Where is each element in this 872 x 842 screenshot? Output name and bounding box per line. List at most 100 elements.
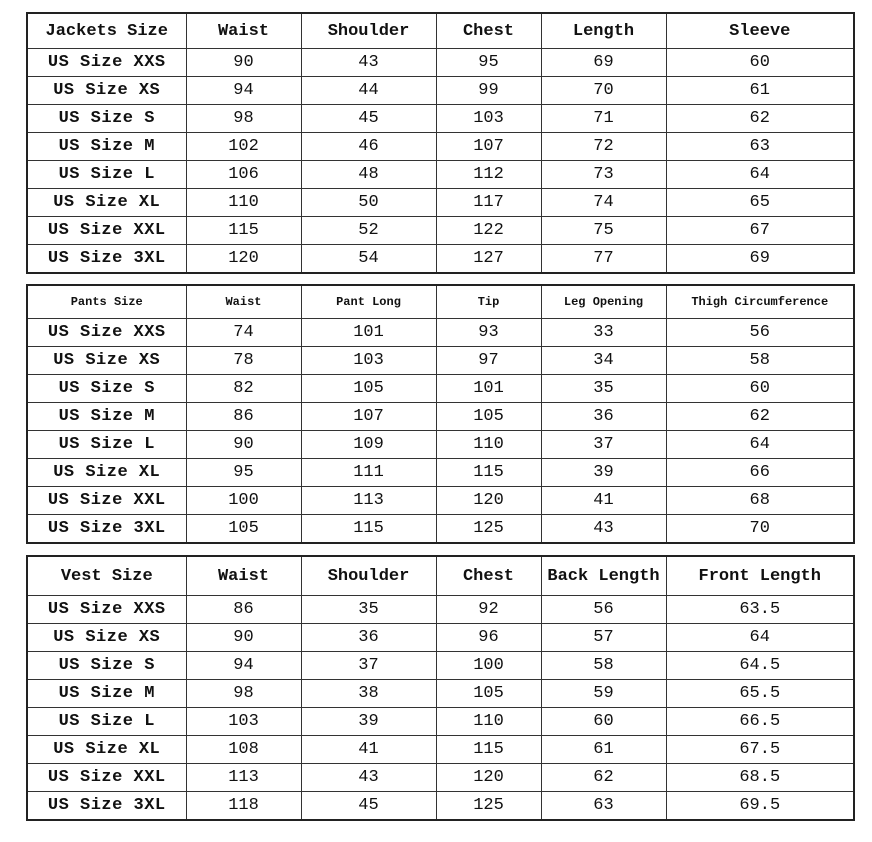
column-header: Front Length: [665, 555, 855, 596]
measurement-cell: 50: [300, 188, 437, 217]
measurement-cell: 45: [300, 104, 437, 133]
size-label-cell: US Size L: [26, 707, 187, 736]
measurement-cell: 110: [435, 430, 542, 459]
size-label-cell: US Size XL: [26, 735, 187, 764]
measurement-cell: 60: [665, 48, 855, 77]
measurement-cell: 101: [300, 318, 437, 347]
table-row: US Size 3XL 120 54 127 77 69: [26, 244, 855, 274]
measurement-cell: 56: [665, 318, 855, 347]
measurement-cell: 36: [300, 623, 437, 652]
measurement-cell: 54: [300, 244, 437, 274]
measurement-cell: 110: [185, 188, 302, 217]
column-header: Length: [540, 12, 667, 49]
measurement-cell: 60: [665, 374, 855, 403]
measurement-cell: 35: [300, 595, 437, 624]
table-row: US Size M 98 38 105 59 65.5: [26, 679, 855, 708]
measurement-cell: 107: [300, 402, 437, 431]
measurement-cell: 68.5: [665, 763, 855, 792]
measurement-cell: 66: [665, 458, 855, 487]
measurement-cell: 46: [300, 132, 437, 161]
size-label-cell: US Size M: [26, 402, 187, 431]
measurement-cell: 64.5: [665, 651, 855, 680]
column-header: Leg Opening: [540, 284, 667, 319]
size-label-cell: US Size XXL: [26, 486, 187, 515]
measurement-cell: 125: [435, 514, 542, 544]
measurement-cell: 117: [435, 188, 542, 217]
measurement-cell: 69: [540, 48, 667, 77]
measurement-cell: 98: [185, 679, 302, 708]
table-row: US Size XXL 113 43 120 62 68.5: [26, 763, 855, 792]
size-label-cell: US Size 3XL: [26, 514, 187, 544]
column-header: Back Length: [540, 555, 667, 596]
measurement-cell: 109: [300, 430, 437, 459]
table-row: US Size L 103 39 110 60 66.5: [26, 707, 855, 736]
measurement-cell: 61: [665, 76, 855, 105]
measurement-cell: 98: [185, 104, 302, 133]
measurement-cell: 59: [540, 679, 667, 708]
measurement-cell: 69: [665, 244, 855, 274]
table-row: US Size M 86 107 105 36 62: [26, 402, 855, 431]
size-label-cell: US Size XXS: [26, 318, 187, 347]
measurement-cell: 41: [300, 735, 437, 764]
pants-size-table: Pants Size Waist Pant Long Tip Leg Opening Th…: [26, 284, 855, 544]
measurement-cell: 52: [300, 216, 437, 245]
measurement-cell: 103: [300, 346, 437, 375]
column-header: Jackets Size: [26, 12, 187, 49]
measurement-cell: 34: [540, 346, 667, 375]
column-header: Vest Size: [26, 555, 187, 596]
size-label-cell: US Size XXL: [26, 216, 187, 245]
measurement-cell: 105: [300, 374, 437, 403]
size-label-cell: US Size S: [26, 651, 187, 680]
table-row: US Size XXS 74 101 93 33 56: [26, 318, 855, 347]
table-row: US Size S 82 105 101 35 60: [26, 374, 855, 403]
measurement-cell: 77: [540, 244, 667, 274]
measurement-cell: 101: [435, 374, 542, 403]
measurement-cell: 58: [665, 346, 855, 375]
measurement-cell: 44: [300, 76, 437, 105]
table-row: US Size XXL 100 113 120 41 68: [26, 486, 855, 515]
column-header: Pants Size: [26, 284, 187, 319]
size-label-cell: US Size XS: [26, 346, 187, 375]
measurement-cell: 120: [185, 244, 302, 274]
measurement-cell: 95: [185, 458, 302, 487]
size-label-cell: US Size S: [26, 104, 187, 133]
column-header: Sleeve: [665, 12, 855, 49]
measurement-cell: 74: [540, 188, 667, 217]
size-label-cell: US Size XXL: [26, 763, 187, 792]
measurement-cell: 37: [300, 651, 437, 680]
table-row: US Size XS 94 44 99 70 61: [26, 76, 855, 105]
column-header: Chest: [435, 555, 542, 596]
measurement-cell: 82: [185, 374, 302, 403]
measurement-cell: 94: [185, 651, 302, 680]
size-label-cell: US Size L: [26, 160, 187, 189]
column-header: Pant Long: [300, 284, 437, 319]
column-header: Chest: [435, 12, 542, 49]
measurement-cell: 105: [185, 514, 302, 544]
measurement-cell: 86: [185, 595, 302, 624]
size-label-cell: US Size 3XL: [26, 244, 187, 274]
column-header: Thigh Circumference: [665, 284, 855, 319]
measurement-cell: 64: [665, 623, 855, 652]
measurement-cell: 36: [540, 402, 667, 431]
measurement-cell: 113: [300, 486, 437, 515]
table-row: US Size M 102 46 107 72 63: [26, 132, 855, 161]
table-row: US Size XS 90 36 96 57 64: [26, 623, 855, 652]
table-row: US Size XXL 115 52 122 75 67: [26, 216, 855, 245]
column-header: Waist: [185, 555, 302, 596]
measurement-cell: 63.5: [665, 595, 855, 624]
header-row: Jackets Size Waist Shoulder Chest Length Slee…: [26, 12, 855, 49]
table-row: US Size XL 95 111 115 39 66: [26, 458, 855, 487]
measurement-cell: 37: [540, 430, 667, 459]
measurement-cell: 103: [185, 707, 302, 736]
size-label-cell: US Size L: [26, 430, 187, 459]
table-row: US Size XL 108 41 115 61 67.5: [26, 735, 855, 764]
measurement-cell: 86: [185, 402, 302, 431]
table-row: US Size XS 78 103 97 34 58: [26, 346, 855, 375]
measurement-cell: 72: [540, 132, 667, 161]
table-row: US Size S 94 37 100 58 64.5: [26, 651, 855, 680]
measurement-cell: 64: [665, 160, 855, 189]
measurement-cell: 67: [665, 216, 855, 245]
measurement-cell: 65.5: [665, 679, 855, 708]
measurement-cell: 78: [185, 346, 302, 375]
measurement-cell: 90: [185, 623, 302, 652]
